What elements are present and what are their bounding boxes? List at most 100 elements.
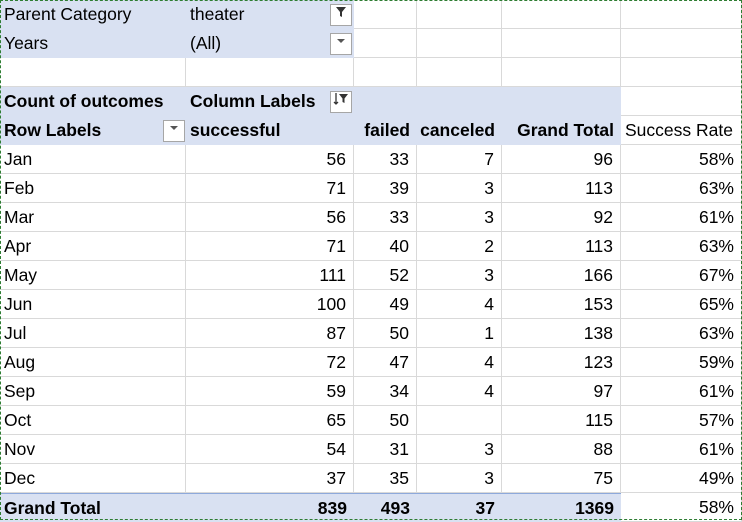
cell-success-rate[interactable]: 61% <box>621 377 742 406</box>
cell-grand-total[interactable]: 92 <box>502 203 621 232</box>
cell-success-rate[interactable]: 63% <box>621 319 742 348</box>
cell-successful[interactable]: 65 <box>186 406 354 435</box>
table-row: Aug 72 47 4 123 59% <box>0 348 742 377</box>
cell-successful[interactable]: 56 <box>186 145 354 174</box>
cell-grand-total[interactable]: 113 <box>502 174 621 203</box>
cell-success-rate[interactable]: 63% <box>621 232 742 261</box>
row-label[interactable]: Aug <box>0 348 186 377</box>
empty-cell[interactable] <box>0 58 186 87</box>
cell-grand-total[interactable]: 123 <box>502 348 621 377</box>
cell-grand-total[interactable]: 97 <box>502 377 621 406</box>
row-label[interactable]: Jul <box>0 319 186 348</box>
cell-failed[interactable]: 39 <box>354 174 417 203</box>
cell-successful[interactable]: 87 <box>186 319 354 348</box>
row-label[interactable]: Nov <box>0 435 186 464</box>
cell-successful[interactable]: 71 <box>186 232 354 261</box>
cell-canceled[interactable]: 2 <box>417 232 502 261</box>
cell-failed[interactable]: 33 <box>354 145 417 174</box>
cell-canceled[interactable]: 3 <box>417 464 502 493</box>
empty-cell[interactable] <box>621 58 742 87</box>
empty-cell[interactable] <box>354 58 417 87</box>
cell-success-rate[interactable]: 65% <box>621 290 742 319</box>
cell-success-rate[interactable]: 61% <box>621 435 742 464</box>
cell-grand-total[interactable]: 115 <box>502 406 621 435</box>
cell-successful[interactable]: 72 <box>186 348 354 377</box>
cell-success-rate[interactable]: 49% <box>621 464 742 493</box>
cell-canceled[interactable]: 3 <box>417 435 502 464</box>
sort-filter-icon[interactable] <box>330 91 352 113</box>
cell-successful[interactable]: 111 <box>186 261 354 290</box>
empty-cell[interactable] <box>417 0 502 29</box>
cell-grand-total[interactable]: 166 <box>502 261 621 290</box>
cell-failed[interactable]: 33 <box>354 203 417 232</box>
column-header-success-rate[interactable]: Success Rate <box>621 116 742 145</box>
cell-successful[interactable]: 37 <box>186 464 354 493</box>
cell-canceled[interactable]: 4 <box>417 377 502 406</box>
pivot-value-field: Count of outcomes <box>0 87 186 116</box>
cell-successful[interactable]: 59 <box>186 377 354 406</box>
cell-canceled[interactable]: 3 <box>417 261 502 290</box>
cell-failed[interactable]: 35 <box>354 464 417 493</box>
empty-cell[interactable] <box>354 0 417 29</box>
cell-failed[interactable]: 50 <box>354 406 417 435</box>
cell-success-rate[interactable]: 58% <box>621 145 742 174</box>
empty-cell[interactable] <box>417 29 502 58</box>
empty-cell[interactable] <box>621 0 742 29</box>
cell-grand-total[interactable]: 113 <box>502 232 621 261</box>
cell-success-rate[interactable]: 57% <box>621 406 742 435</box>
cell-failed[interactable]: 49 <box>354 290 417 319</box>
cell-success-rate[interactable]: 61% <box>621 203 742 232</box>
cell-successful[interactable]: 71 <box>186 174 354 203</box>
empty-cell[interactable] <box>186 58 354 87</box>
grand-total-success-rate[interactable]: 58% <box>621 493 742 522</box>
cell-canceled[interactable]: 3 <box>417 203 502 232</box>
row-label[interactable]: Jun <box>0 290 186 319</box>
cell-canceled[interactable]: 7 <box>417 145 502 174</box>
empty-cell[interactable] <box>621 29 742 58</box>
cell-successful[interactable]: 100 <box>186 290 354 319</box>
cell-failed[interactable]: 31 <box>354 435 417 464</box>
cell-failed[interactable]: 34 <box>354 377 417 406</box>
cell-success-rate[interactable]: 63% <box>621 174 742 203</box>
chevron-down-icon[interactable] <box>330 33 352 55</box>
column-header-successful: successful <box>186 116 354 145</box>
cell-successful[interactable]: 56 <box>186 203 354 232</box>
empty-cell[interactable] <box>417 58 502 87</box>
row-label[interactable]: Jan <box>0 145 186 174</box>
empty-cell[interactable] <box>502 0 621 29</box>
filter-applied-icon[interactable] <box>330 4 352 26</box>
cell-successful[interactable]: 54 <box>186 435 354 464</box>
cell-canceled[interactable]: 1 <box>417 319 502 348</box>
cell-success-rate[interactable]: 59% <box>621 348 742 377</box>
row-label[interactable]: Feb <box>0 174 186 203</box>
cell-grand-total[interactable]: 88 <box>502 435 621 464</box>
row-label[interactable]: Dec <box>0 464 186 493</box>
row-label[interactable]: Apr <box>0 232 186 261</box>
table-row: Mar 56 33 3 92 61% <box>0 203 742 232</box>
row-label[interactable]: Oct <box>0 406 186 435</box>
chevron-down-icon[interactable] <box>163 120 185 142</box>
cell-grand-total[interactable]: 75 <box>502 464 621 493</box>
cell-failed[interactable]: 50 <box>354 319 417 348</box>
cell-canceled[interactable]: 4 <box>417 290 502 319</box>
cell-failed[interactable]: 40 <box>354 232 417 261</box>
empty-cell[interactable] <box>502 29 621 58</box>
cell-grand-total[interactable]: 138 <box>502 319 621 348</box>
cell-canceled[interactable]: 4 <box>417 348 502 377</box>
column-header-failed: failed <box>354 116 417 145</box>
cell-failed[interactable]: 47 <box>354 348 417 377</box>
cell-canceled[interactable]: 3 <box>417 174 502 203</box>
cell-grand-total[interactable]: 153 <box>502 290 621 319</box>
table-row: Apr 71 40 2 113 63% <box>0 232 742 261</box>
row-label[interactable]: Sep <box>0 377 186 406</box>
row-label[interactable]: May <box>0 261 186 290</box>
cell-failed[interactable]: 52 <box>354 261 417 290</box>
empty-cell[interactable] <box>502 58 621 87</box>
cell-grand-total[interactable]: 96 <box>502 145 621 174</box>
cell-canceled[interactable] <box>417 406 502 435</box>
empty-cell[interactable] <box>354 29 417 58</box>
row-label[interactable]: Mar <box>0 203 186 232</box>
cell-success-rate[interactable]: 67% <box>621 261 742 290</box>
empty-cell[interactable] <box>621 87 742 116</box>
table-row: Feb 71 39 3 113 63% <box>0 174 742 203</box>
